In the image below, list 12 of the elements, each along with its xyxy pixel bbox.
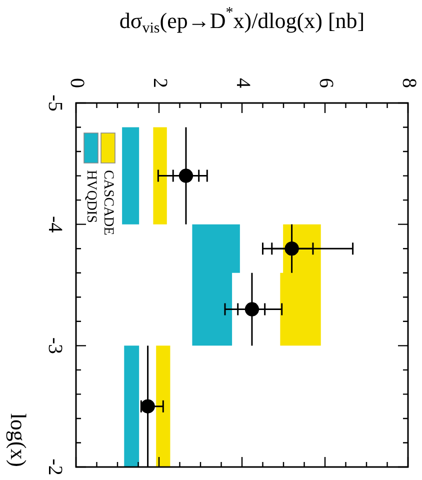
x-tick-label: 8 [398, 78, 420, 88]
y-tick-label: -5 [44, 94, 66, 112]
legend-label: CASCADE [100, 170, 116, 236]
y-tick-label: -2 [44, 458, 66, 476]
x-tick-label: 0 [66, 78, 88, 88]
x-tick-label: 4 [232, 78, 254, 88]
x-tick-label: 2 [148, 78, 171, 88]
y-axis-title: log(x) [6, 413, 32, 467]
x-tick-label: 6 [314, 78, 337, 88]
y-tick-label: -4 [44, 216, 66, 233]
legend-label: HVQDIS [83, 170, 98, 223]
y-tick-label: -3 [44, 337, 66, 354]
